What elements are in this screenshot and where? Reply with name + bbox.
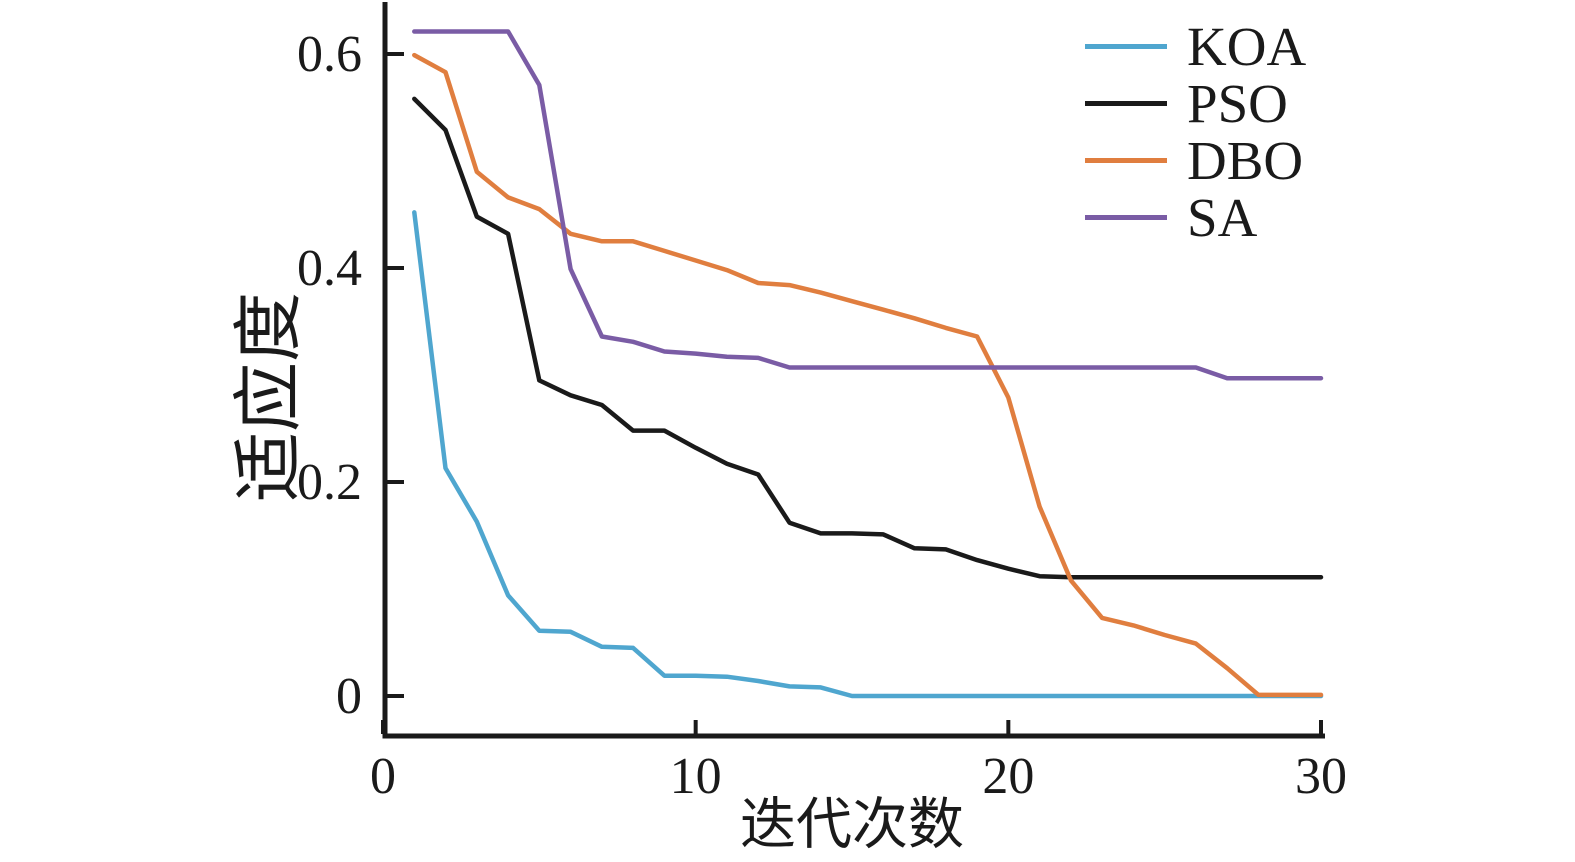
- x-axis-title: 迭代次数: [740, 794, 964, 857]
- svg-text:0.2: 0.2: [297, 454, 362, 511]
- svg-text:30: 30: [1295, 748, 1347, 805]
- svg-text:0.6: 0.6: [297, 26, 362, 83]
- svg-text:20: 20: [982, 748, 1034, 805]
- y-axis-title: 适应度: [231, 292, 309, 502]
- legend: KOA PSO DBO SA: [1085, 18, 1306, 246]
- data-series: [412, 29, 1324, 699]
- axes: [381, 2, 1325, 739]
- legend-label-dbo: DBO: [1187, 130, 1304, 191]
- legend-item-sa: SA: [1085, 189, 1306, 246]
- svg-text:0: 0: [370, 748, 396, 805]
- legend-label-pso: PSO: [1187, 73, 1288, 134]
- svg-text:10: 10: [670, 748, 722, 805]
- legend-item-dbo: DBO: [1085, 132, 1306, 189]
- legend-line-swatch-koa: [1085, 44, 1167, 49]
- legend-line-swatch-sa: [1085, 215, 1167, 220]
- legend-label-koa: KOA: [1187, 16, 1307, 77]
- legend-label-sa: SA: [1187, 187, 1258, 248]
- svg-text:0: 0: [336, 668, 362, 725]
- legend-line-swatch-dbo: [1085, 158, 1167, 163]
- tick-labels: 0 0.2 0.4 0.6 0 10 20 30: [297, 26, 1347, 805]
- legend-line-swatch-pso: [1085, 101, 1167, 106]
- legend-item-koa: KOA: [1085, 18, 1306, 75]
- svg-text:0.4: 0.4: [297, 240, 362, 297]
- legend-item-pso: PSO: [1085, 75, 1306, 132]
